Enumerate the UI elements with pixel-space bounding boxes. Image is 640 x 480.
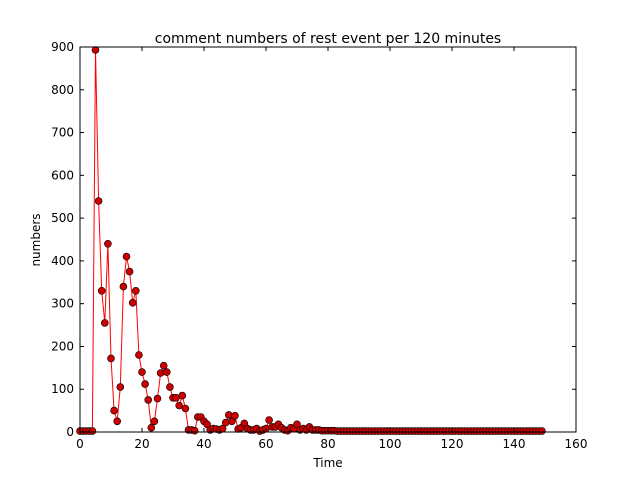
y-tick-label: 400	[51, 254, 74, 268]
chart-title: comment numbers of rest event per 120 mi…	[155, 31, 501, 47]
y-tick-label: 800	[51, 83, 74, 97]
data-point	[91, 46, 100, 54]
data-point	[150, 417, 159, 426]
data-point	[225, 411, 233, 419]
y-tick-label: 300	[51, 297, 74, 311]
x-tick-label: 20	[134, 437, 149, 451]
data-point	[265, 416, 273, 424]
data-point	[153, 394, 162, 403]
data-point	[101, 319, 109, 327]
data-point	[138, 368, 146, 376]
y-tick-label: 0	[66, 425, 74, 439]
data-point	[147, 423, 156, 432]
y-tick-label: 900	[51, 40, 74, 54]
data-point	[135, 351, 143, 359]
y-tick-label: 600	[51, 168, 74, 182]
data-point	[94, 197, 103, 205]
x-axis-title: Time	[312, 456, 342, 470]
data-point	[144, 396, 152, 404]
data-point	[175, 401, 183, 410]
y-tick-label: 500	[51, 211, 74, 225]
data-point	[88, 427, 97, 435]
x-tick-label: 100	[379, 437, 402, 451]
y-tick-label: 100	[51, 382, 74, 396]
data-point	[231, 411, 239, 420]
data-point	[116, 383, 125, 391]
y-tick-label: 200	[51, 339, 74, 353]
x-tick-label: 120	[441, 437, 464, 451]
data-point	[166, 383, 174, 391]
data-point	[125, 267, 134, 276]
axes: 0 20 40 60 80 100 120 140 160 0 100 200 300 400 500 600…	[51, 40, 587, 451]
data-point	[159, 361, 168, 370]
data-point	[132, 286, 140, 295]
data-point	[538, 427, 546, 435]
x-tick-label: 0	[76, 437, 84, 451]
data-point	[221, 418, 230, 427]
data-point	[97, 286, 106, 295]
x-tick-label: 160	[565, 437, 588, 451]
x-tick-label: 80	[320, 437, 335, 451]
data-point	[181, 404, 190, 413]
data-point	[190, 426, 199, 435]
data-point	[163, 368, 171, 376]
data-point	[122, 252, 131, 261]
data-point	[128, 298, 137, 307]
data-point	[104, 240, 112, 248]
data-point	[119, 282, 128, 291]
data-point	[156, 369, 165, 377]
plot-frame	[79, 46, 577, 433]
y-axis-title: numbers	[29, 213, 43, 266]
data-point	[110, 406, 118, 415]
data-point	[107, 354, 115, 363]
x-tick-label: 40	[196, 437, 211, 451]
x-tick-label: 60	[258, 437, 273, 451]
data-point	[178, 391, 187, 400]
x-tick-label: 140	[503, 437, 526, 451]
y-tick-label: 700	[51, 126, 74, 140]
data-point	[141, 380, 149, 388]
data-point	[113, 417, 121, 426]
